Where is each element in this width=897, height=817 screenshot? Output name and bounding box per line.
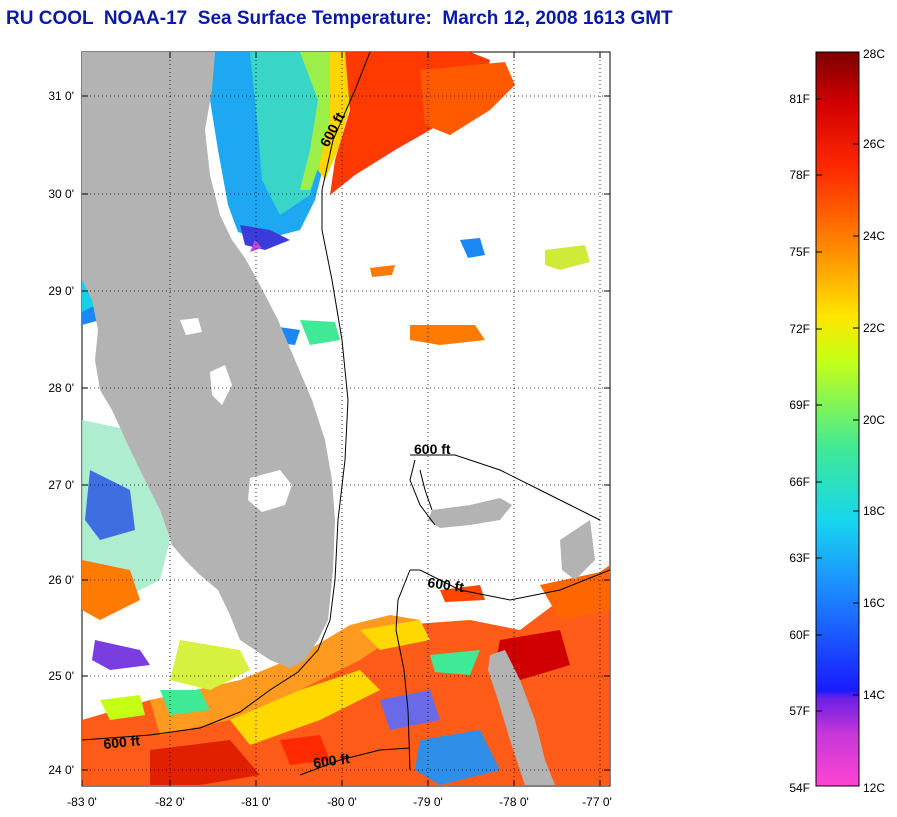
lon-label: -80 0' xyxy=(327,795,357,809)
f-label: 63F xyxy=(789,551,810,565)
lat-label: 26 0' xyxy=(48,573,74,587)
c-label: 20C xyxy=(863,413,885,427)
c-label: 14C xyxy=(863,688,885,702)
colorbar-c-ticks xyxy=(853,143,859,696)
land-bahamas xyxy=(419,469,595,785)
isobath-label-bahamas: 600 ft xyxy=(414,441,451,457)
f-label: 60F xyxy=(789,628,810,642)
f-label: 54F xyxy=(789,781,810,795)
f-label: 72F xyxy=(789,322,810,336)
f-label: 75F xyxy=(789,245,810,259)
lat-label: 28 0' xyxy=(48,381,74,395)
colorbar-f-labels: 81F 78F 75F 72F 69F 66F 63F 60F 57F 54F xyxy=(789,92,810,795)
lon-label: -81 0' xyxy=(241,795,271,809)
longitude-labels: -83 0' -82 0' -81 0' -80 0' -79 0' -78 0… xyxy=(67,795,612,809)
lon-label: -82 0' xyxy=(155,795,185,809)
lon-label: -77 0' xyxy=(582,795,612,809)
c-label: 18C xyxy=(863,504,885,518)
lat-label: 27 0' xyxy=(48,478,74,492)
lon-label: -83 0' xyxy=(67,795,97,809)
axis-ticks xyxy=(81,52,610,786)
page-title: RU COOL NOAA-17 Sea Surface Temperature:… xyxy=(6,8,673,29)
c-label: 26C xyxy=(863,137,885,151)
sst-map: 600 ft 600 ft 600 ft 600 ft 600 ft -83 0… xyxy=(48,51,612,809)
f-label: 78F xyxy=(789,168,810,182)
f-label: 66F xyxy=(789,475,810,489)
colorbar-c-labels: 28C 26C 24C 22C 20C 18C 16C 14C 12C xyxy=(863,47,885,795)
f-label: 69F xyxy=(789,398,810,412)
isobath-label-keys: 600 ft xyxy=(103,732,141,752)
graticule xyxy=(82,52,610,786)
colorbar-gradient xyxy=(815,51,860,787)
lat-label: 29 0' xyxy=(48,284,74,298)
isobath-label-straits: 600 ft xyxy=(427,574,466,595)
latitude-labels: 31 0' 30 0' 29 0' 28 0' 27 0' 26 0' 25 0… xyxy=(48,89,74,777)
c-label: 16C xyxy=(863,596,885,610)
lon-label: -78 0' xyxy=(499,795,529,809)
f-label: 81F xyxy=(789,92,810,106)
c-label: 28C xyxy=(863,47,885,61)
lat-label: 25 0' xyxy=(48,669,74,683)
c-label: 12C xyxy=(863,781,885,795)
land-florida xyxy=(82,52,335,668)
colorbar-f-ticks xyxy=(816,98,822,712)
c-label: 24C xyxy=(863,229,885,243)
colorbar: 81F 78F 75F 72F 69F 66F 63F 60F 57F 54F … xyxy=(789,47,885,795)
lat-label: 30 0' xyxy=(48,187,74,201)
lat-label: 24 0' xyxy=(48,763,74,777)
f-label: 57F xyxy=(789,704,810,718)
isobath-label-south: 600 ft xyxy=(312,750,351,771)
isobath-600ft xyxy=(82,52,610,776)
sst-pixels xyxy=(82,52,610,785)
c-label: 22C xyxy=(863,321,885,335)
lon-label: -79 0' xyxy=(413,795,443,809)
lat-label: 31 0' xyxy=(48,89,74,103)
